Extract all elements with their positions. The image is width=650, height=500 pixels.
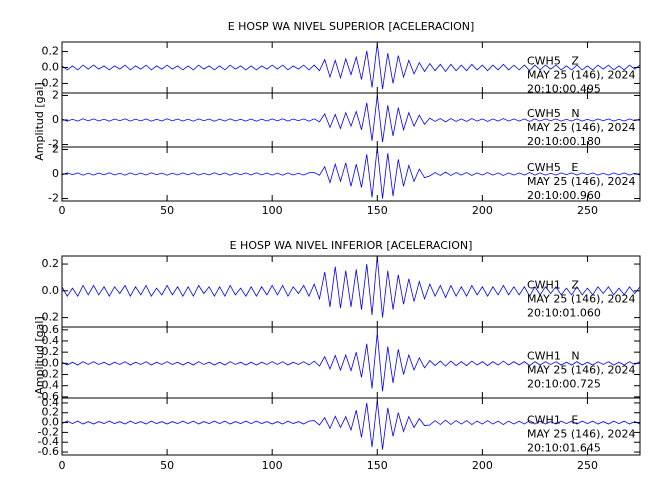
x-tick-label: 200 <box>472 204 493 217</box>
y-tick-label: -0.2 <box>38 368 59 381</box>
y-tick-label: 0.0 <box>42 284 60 297</box>
y-tick-label: 2 <box>52 88 59 101</box>
x-tick-label: 0 <box>59 459 66 472</box>
y-tick-label: 2 <box>52 142 59 155</box>
x-tick-label: 100 <box>262 459 283 472</box>
panel-title: E HOSP WA NIVEL SUPERIOR [ACELERACION] <box>228 20 475 33</box>
y-tick-label: 0.2 <box>42 406 60 419</box>
date-label: MAY 25 (146), 2024 <box>527 293 635 306</box>
station-label: CWH1 N <box>527 350 580 363</box>
y-tick-label: -0.4 <box>38 379 59 392</box>
waveform <box>61 146 641 199</box>
station-label: CWH5 E <box>527 161 578 174</box>
x-tick-label: 250 <box>577 459 598 472</box>
x-tick-label: 200 <box>472 459 493 472</box>
date-label: MAY 25 (146), 2024 <box>527 428 635 441</box>
station-label: CWH5 Z <box>527 55 579 68</box>
y-tick-label: -0.2 <box>38 311 59 324</box>
y-tick-label: 0.2 <box>42 45 60 58</box>
y-axis-label: Amplitud [gal] <box>33 316 46 394</box>
time-label: 20:10:01.645 <box>527 442 601 455</box>
x-tick-label: 50 <box>160 459 174 472</box>
station-label: CWH1 Z <box>527 279 579 292</box>
x-tick-label: 50 <box>160 204 174 217</box>
date-label: MAY 25 (146), 2024 <box>527 364 635 377</box>
waveform <box>61 43 641 90</box>
x-tick-label: 150 <box>367 459 388 472</box>
y-tick-label: 0.4 <box>42 334 60 347</box>
x-tick-label: 250 <box>577 204 598 217</box>
plot-frame <box>61 397 641 456</box>
time-label: 20:10:01.060 <box>527 307 601 320</box>
waveform <box>61 95 641 143</box>
station-label: CWH1 E <box>527 414 578 427</box>
date-label: MAY 25 (146), 2024 <box>527 121 635 134</box>
time-label: 20:10:00.725 <box>527 378 601 391</box>
x-tick-label: 150 <box>367 204 388 217</box>
panel-title: E HOSP WA NIVEL INFERIOR [ACELERACION] <box>230 239 473 252</box>
y-tick-label: 0.2 <box>42 257 60 270</box>
y-tick-label: 0.0 <box>42 416 60 429</box>
y-tick-label: 0.6 <box>42 323 60 336</box>
y-tick-label: 0.0 <box>42 61 60 74</box>
y-tick-label: -2 <box>48 138 59 151</box>
y-tick-label: -0.6 <box>38 445 59 458</box>
y-tick-label: 0.2 <box>42 345 60 358</box>
y-tick-label: -0.2 <box>38 76 59 89</box>
waveform <box>61 255 641 318</box>
station-label: CWH5 N <box>527 107 580 120</box>
y-axis-label: Amplitud [gal] <box>33 82 46 160</box>
waveform <box>61 400 641 450</box>
y-tick-label: -0.4 <box>38 435 59 448</box>
y-tick-label: 0.0 <box>42 356 60 369</box>
y-tick-label: -2 <box>48 192 59 205</box>
y-tick-label: -0.6 <box>38 390 59 403</box>
y-tick-label: -0.2 <box>38 425 59 438</box>
x-tick-label: 0 <box>59 204 66 217</box>
date-label: MAY 25 (146), 2024 <box>527 175 635 188</box>
time-label: 20:10:00.960 <box>527 189 601 202</box>
y-tick-label: 0 <box>52 113 59 126</box>
y-tick-label: 0 <box>52 167 59 180</box>
waveform <box>61 332 641 392</box>
y-tick-label: 0.4 <box>42 396 60 409</box>
time-label: 20:10:00.495 <box>527 83 601 96</box>
date-label: MAY 25 (146), 2024 <box>527 69 635 82</box>
x-tick-label: 100 <box>262 204 283 217</box>
time-label: 20:10:00.180 <box>527 135 601 148</box>
